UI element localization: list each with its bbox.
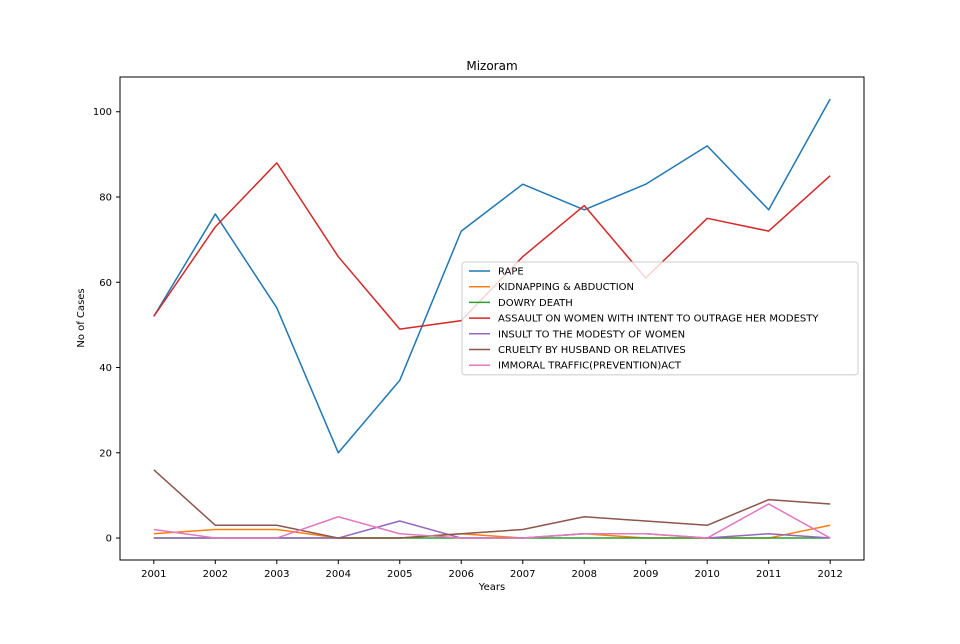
legend-entry: RAPE	[498, 267, 524, 278]
series-line-5	[153, 469, 831, 539]
x-tick-label: 2007	[510, 569, 535, 580]
x-tick-label: 2009	[633, 569, 658, 580]
x-tick-label: 2010	[694, 569, 719, 580]
axis-ticks: 2001 2002 2003 2004 2005 2006 2007 2008 2009 2010…	[93, 107, 843, 580]
chart-title: Mizoram	[466, 59, 517, 73]
legend: RAPE KIDNAPPING & ABDUCTION DOWRY DEATH ASS…	[461, 261, 859, 376]
series-line-6	[153, 503, 831, 539]
legend-box	[461, 261, 859, 376]
y-tick-label: 20	[99, 448, 112, 459]
legend-entry: ASSAULT ON WOMEN WITH INTENT TO OUTRAGE …	[498, 314, 819, 325]
x-axis-label: Years	[478, 582, 505, 593]
x-tick-label: 2011	[756, 569, 781, 580]
y-tick-label: 80	[99, 193, 112, 204]
legend-entry: INSULT TO THE MODESTY OF WOMEN	[498, 329, 685, 340]
legend-entry: CRUELTY BY HUSBAND OR RELATIVES	[498, 345, 686, 356]
legend-entry: KIDNAPPING & ABDUCTION	[498, 282, 634, 293]
x-tick-label: 2005	[387, 569, 412, 580]
y-tick-label: 60	[99, 278, 112, 289]
x-tick-label: 2001	[141, 569, 166, 580]
x-tick-label: 2004	[326, 569, 351, 580]
series-line-0	[153, 98, 831, 454]
legend-entry: IMMORAL TRAFFIC(PREVENTION)ACT	[498, 361, 682, 372]
y-tick-label: 0	[106, 534, 112, 545]
x-tick-label: 2006	[449, 569, 474, 580]
y-tick-label: 40	[99, 363, 112, 374]
y-axis-label: No of Cases	[76, 288, 87, 347]
legend-entry: DOWRY DEATH	[498, 298, 573, 309]
x-tick-label: 2003	[264, 569, 289, 580]
plot-area-frame	[119, 76, 865, 561]
y-tick-label: 100	[93, 107, 112, 118]
x-tick-label: 2012	[817, 569, 842, 580]
x-tick-label: 2008	[572, 569, 597, 580]
x-tick-label: 2002	[203, 569, 228, 580]
